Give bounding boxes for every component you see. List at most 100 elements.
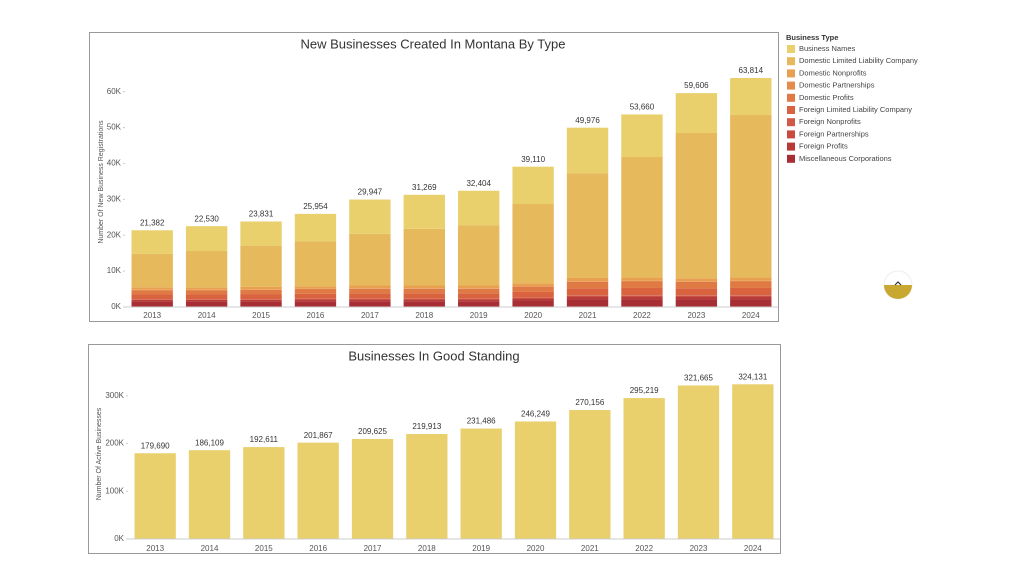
bar-segment	[621, 295, 663, 296]
x-tick-label: 2024	[744, 544, 762, 553]
y-axis-title: Number Of Active Businesses	[96, 407, 103, 500]
bar-segment	[240, 301, 282, 307]
bar-segment	[349, 285, 391, 289]
bar	[188, 450, 231, 539]
legend-label: Domestic Profits	[799, 93, 854, 102]
x-tick-label: 2022	[635, 544, 653, 553]
x-tick-label: 2018	[418, 544, 436, 553]
bar-segment	[403, 288, 445, 294]
bar-segment	[566, 295, 609, 297]
bar-segment	[294, 299, 337, 302]
legend-swatch	[787, 106, 795, 114]
bar-segment	[730, 296, 772, 300]
bar-segment	[349, 199, 391, 234]
x-tick-label: 2022	[633, 311, 651, 320]
bar-segment	[185, 290, 228, 295]
bar-segment	[458, 293, 500, 299]
bar	[134, 453, 176, 539]
y-axis-title: Number Of New Business Registrations	[98, 120, 105, 244]
bar-segment	[675, 295, 718, 297]
x-tick-label: 2016	[309, 544, 327, 553]
bar-segment	[458, 288, 500, 294]
bar-segment	[131, 287, 173, 290]
legend-swatch	[787, 81, 795, 90]
value-label: 324,131	[738, 372, 767, 381]
bar-segment	[131, 299, 173, 302]
bar-segment	[458, 285, 500, 289]
x-tick-label: 2015	[255, 544, 273, 553]
legend-swatch	[787, 142, 795, 151]
bar-segment	[458, 225, 500, 286]
legend-label: Domestic Limited Liability Company	[799, 56, 918, 65]
bar-segment	[621, 295, 663, 297]
x-tick-label: 2016	[307, 311, 325, 320]
bar-segment	[403, 299, 445, 302]
bar-segment	[458, 301, 500, 307]
x-tick-label: 2020	[527, 544, 545, 553]
bar-segment	[512, 291, 554, 298]
total-label: 21,382	[140, 218, 165, 227]
bar-segment	[730, 78, 772, 116]
x-tick-label: 2014	[198, 311, 216, 320]
bar-segment	[131, 290, 173, 295]
bar-segment	[675, 281, 718, 282]
legend-label: Domestic Partnerships	[799, 81, 875, 90]
bar-segment	[512, 283, 554, 287]
bar-segment	[730, 280, 772, 282]
bar-segment	[730, 287, 772, 296]
bar-segment	[621, 280, 663, 282]
bar-segment	[403, 194, 445, 229]
bar-segment	[240, 299, 282, 302]
chart-title: New Businesses Created In Montana By Typ…	[301, 36, 566, 51]
bar-segment	[403, 293, 445, 299]
value-label: 231,486	[467, 417, 496, 426]
x-tick-label: 2015	[252, 311, 270, 320]
bar-segment	[349, 293, 391, 299]
scroll-arrow[interactable]	[894, 281, 902, 286]
scroll-button[interactable]	[883, 270, 913, 300]
x-tick-label: 2019	[470, 311, 488, 320]
value-label: 295,219	[630, 386, 659, 395]
bar	[460, 428, 502, 539]
value-label: 321,665	[684, 374, 713, 383]
total-label: 23,831	[249, 210, 274, 219]
total-label: 22,530	[194, 214, 219, 223]
bar-segment	[403, 301, 445, 307]
bar-segment	[621, 114, 663, 158]
bar-segment	[566, 288, 609, 296]
bar-segment	[349, 288, 391, 294]
bar-segment	[512, 166, 554, 205]
bar-segment	[349, 233, 391, 286]
y-tick-label: 10K	[107, 266, 122, 275]
bar-segment	[294, 301, 337, 307]
bar-segment	[185, 294, 228, 300]
legend-label: Miscellaneous Corporations	[799, 154, 892, 163]
value-label: 186,109	[195, 438, 224, 447]
total-label: 49,976	[575, 116, 600, 125]
bar-segment	[621, 296, 663, 300]
bar-segment	[675, 132, 718, 279]
bar-segment	[185, 287, 228, 290]
bar-segment	[675, 288, 718, 296]
scroll-fill[interactable]	[884, 285, 912, 299]
x-tick-label: 2018	[415, 311, 433, 320]
value-label: 246,249	[521, 410, 550, 419]
y-tick-label: 40K	[107, 159, 122, 168]
legend-label: Foreign Limited Liability Company	[799, 105, 912, 114]
legend-label: Domestic Nonprofits	[799, 68, 867, 77]
total-label: 59,606	[684, 81, 709, 90]
value-label: 192,611	[250, 435, 279, 444]
bar-segment	[566, 296, 609, 300]
legend-swatch	[787, 130, 795, 139]
value-label: 270,156	[575, 398, 604, 407]
bar-segment	[240, 245, 282, 287]
total-label: 32,404	[466, 179, 491, 188]
bar-segment	[730, 277, 772, 281]
total-label: 25,954	[303, 202, 328, 211]
bar-segment	[349, 301, 391, 307]
bar-segment	[566, 277, 609, 282]
y-tick-label: 0K	[111, 302, 121, 311]
bar-segment	[621, 157, 663, 278]
legend-title: Business Type	[786, 33, 838, 42]
x-tick-label: 2021	[581, 544, 599, 553]
